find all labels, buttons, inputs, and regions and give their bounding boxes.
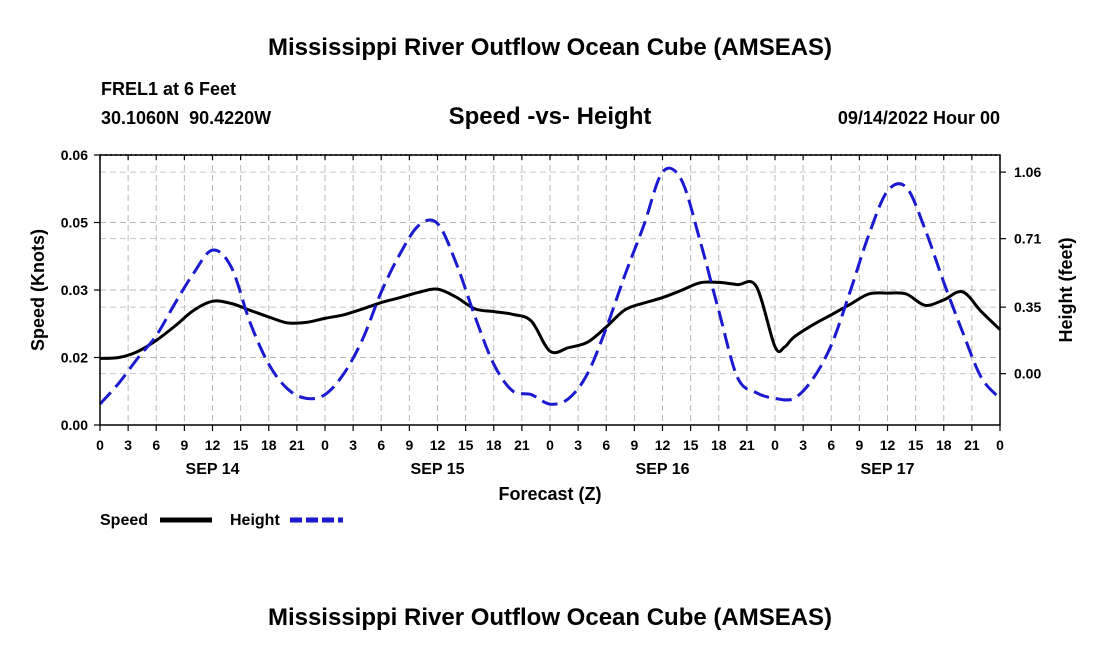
- footer-title: Mississippi River Outflow Ocean Cube (AM…: [268, 604, 832, 631]
- y-tick-label: 0.05: [61, 215, 88, 231]
- x-tick-label: 21: [514, 437, 530, 453]
- x-tick-label: 0: [96, 437, 104, 453]
- x-tick-label: 21: [289, 437, 305, 453]
- x-tick-label: 9: [180, 437, 188, 453]
- x-tick-label: 0: [996, 437, 1004, 453]
- series-speed-line: [99, 279, 1002, 360]
- x-tick-label: 12: [655, 437, 671, 453]
- x-tick-label: 18: [936, 437, 952, 453]
- y-tick-label: 0.03: [61, 282, 88, 298]
- grid: [100, 155, 1000, 425]
- x-tick-label: 18: [486, 437, 502, 453]
- chart-title: Mississippi River Outflow Ocean Cube (AM…: [268, 34, 832, 61]
- legend: Speed Height: [100, 512, 343, 529]
- y2-tick-label: 0.00: [1014, 366, 1041, 382]
- x-tick-label: 12: [205, 437, 221, 453]
- series-height-line: [98, 166, 1002, 406]
- chart-subtitle: Speed -vs- Height: [449, 103, 652, 130]
- x-tick-label: 15: [458, 437, 474, 453]
- y2-axis-label: Height (feet): [1056, 238, 1076, 343]
- x-tick-label: 3: [574, 437, 582, 453]
- x-tick-label: 6: [827, 437, 835, 453]
- day-label: SEP 15: [411, 461, 465, 478]
- x-tick-label: 6: [152, 437, 160, 453]
- y2-tick-label: 0.71: [1014, 231, 1041, 247]
- x-tick-label: 9: [630, 437, 638, 453]
- legend-speed-label: Speed: [100, 512, 148, 529]
- x-tick-label: 21: [739, 437, 755, 453]
- series-layer: [98, 166, 1002, 406]
- x-tick-label: 3: [124, 437, 132, 453]
- x-tick-label: 6: [377, 437, 385, 453]
- x-tick-label: 21: [964, 437, 980, 453]
- coords-label: 30.1060N 90.4220W: [101, 108, 271, 128]
- x-tick-label: 0: [771, 437, 779, 453]
- day-label: SEP 16: [636, 461, 690, 478]
- x-tick-label: 18: [261, 437, 277, 453]
- x-tick-label: 15: [908, 437, 924, 453]
- datetime-label: 09/14/2022 Hour 00: [838, 108, 1000, 128]
- x-tick-label: 0: [546, 437, 554, 453]
- station-label: FREL1 at 6 Feet: [101, 79, 236, 99]
- x-axis-label: Forecast (Z): [498, 484, 601, 504]
- x-tick-label: 6: [602, 437, 610, 453]
- day-label: SEP 14: [186, 461, 240, 478]
- day-label: SEP 17: [861, 461, 915, 478]
- x-tick-label: 12: [430, 437, 446, 453]
- axes: 0 3 6 9 12 15 18 21 0 3 6 9 12 15 18 21 0 3 6 9 12 15 18 21 0 3 6 9…: [61, 147, 1042, 478]
- y-tick-label: 0.06: [61, 147, 88, 163]
- x-tick-label: 3: [349, 437, 357, 453]
- x-tick-label: 18: [711, 437, 727, 453]
- y2-tick-label: 0.35: [1014, 299, 1041, 315]
- y-tick-label: 0.00: [61, 417, 88, 433]
- x-tick-label: 12: [880, 437, 896, 453]
- y-tick-label: 0.02: [61, 350, 88, 366]
- y-axis-label: Speed (Knots): [28, 229, 48, 351]
- x-tick-label: 15: [683, 437, 699, 453]
- x-tick-label: 9: [405, 437, 413, 453]
- x-tick-label: 15: [233, 437, 249, 453]
- x-tick-label: 0: [321, 437, 329, 453]
- x-tick-label: 9: [855, 437, 863, 453]
- y2-tick-label: 1.06: [1014, 164, 1041, 180]
- x-tick-label: 3: [799, 437, 807, 453]
- legend-height-label: Height: [230, 512, 280, 529]
